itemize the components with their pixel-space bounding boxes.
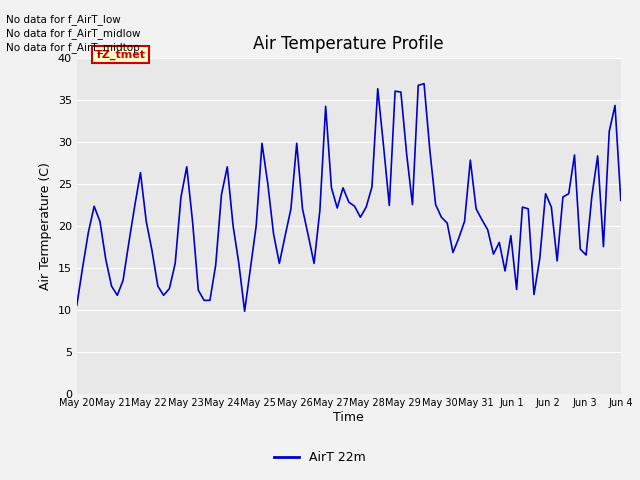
Text: No data for f_AirT_low: No data for f_AirT_low	[6, 13, 121, 24]
X-axis label: Time: Time	[333, 411, 364, 424]
Text: No data for f_AirT_midlow: No data for f_AirT_midlow	[6, 28, 141, 39]
Text: TZ_tmet: TZ_tmet	[95, 49, 146, 60]
Legend: AirT 22m: AirT 22m	[269, 446, 371, 469]
Title: Air Temperature Profile: Air Temperature Profile	[253, 35, 444, 53]
Text: No data for f_AirT_midtop: No data for f_AirT_midtop	[6, 42, 140, 53]
Y-axis label: Air Termperature (C): Air Termperature (C)	[39, 162, 52, 289]
